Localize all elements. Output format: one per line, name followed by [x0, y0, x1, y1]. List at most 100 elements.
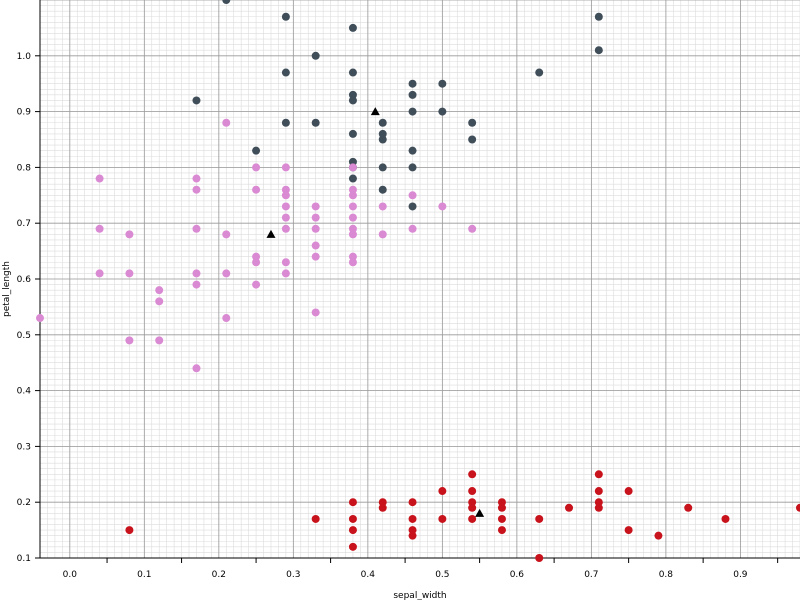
- data-point: [348, 96, 357, 105]
- data-point: [192, 269, 201, 278]
- data-point: [408, 79, 417, 88]
- data-point: [535, 514, 544, 523]
- data-point: [311, 51, 320, 60]
- data-point: [438, 202, 447, 211]
- data-point: [408, 90, 417, 99]
- y-tick-label: 0.8: [17, 163, 32, 173]
- data-point: [378, 185, 387, 194]
- data-point: [192, 224, 201, 233]
- data-point: [594, 12, 603, 21]
- major-gridlines: [40, 0, 800, 559]
- data-point: [408, 514, 417, 523]
- data-point: [408, 163, 417, 172]
- data-point: [348, 224, 357, 233]
- data-point: [535, 554, 544, 562]
- x-axis-ticks: 0.0 0.1 0.2 0.3 0.4 0.5 0.6 0.7 0.8 0.9: [63, 558, 779, 580]
- data-point: [95, 269, 104, 278]
- data-point: [311, 241, 320, 250]
- data-point: [408, 107, 417, 116]
- data-point: [222, 314, 231, 323]
- x-axis-label: sepal_width: [393, 591, 446, 600]
- data-point: [684, 503, 693, 512]
- data-point: [281, 224, 290, 233]
- data-point: [192, 96, 201, 105]
- data-point: [252, 258, 261, 267]
- data-point: [348, 514, 357, 523]
- data-point: [281, 202, 290, 211]
- centroid-marker: [266, 229, 276, 238]
- x-tick-label: 0.0: [63, 570, 78, 580]
- data-point: [222, 269, 231, 278]
- x-tick-label: 0.6: [510, 570, 525, 580]
- data-point: [222, 118, 231, 127]
- data-point: [281, 12, 290, 21]
- data-point: [468, 470, 477, 479]
- data-point: [594, 46, 603, 55]
- data-point: [348, 90, 357, 99]
- y-tick-label: 0.6: [17, 275, 32, 285]
- data-point: [348, 129, 357, 138]
- y-axis-label: petal_length: [2, 261, 12, 317]
- data-point: [438, 487, 447, 496]
- data-point: [497, 503, 506, 512]
- data-point: [125, 526, 134, 535]
- data-point: [408, 498, 417, 507]
- data-point: [408, 146, 417, 155]
- y-tick-label: 1.0: [17, 52, 32, 62]
- data-point: [281, 213, 290, 222]
- x-tick-label: 0.2: [212, 570, 226, 580]
- data-point: [222, 0, 231, 4]
- data-point: [348, 23, 357, 32]
- data-point: [468, 118, 477, 127]
- y-tick-label: 0.9: [17, 108, 32, 118]
- data-point: [348, 498, 357, 507]
- data-point: [192, 185, 201, 194]
- data-point: [192, 364, 201, 373]
- data-point: [594, 470, 603, 479]
- y-axis-ticks: 0.1 0.2 0.3 0.4 0.5 0.6 0.7 0.8 0.9 1.0: [17, 52, 40, 564]
- data-point: [378, 503, 387, 512]
- data-point: [281, 163, 290, 172]
- data-point: [95, 224, 104, 233]
- centroid-marker: [475, 508, 485, 517]
- data-point: [252, 185, 261, 194]
- data-point: [348, 157, 357, 166]
- data-point: [438, 514, 447, 523]
- data-point: [125, 230, 134, 239]
- x-tick-label: 0.4: [361, 570, 376, 580]
- data-point: [311, 224, 320, 233]
- data-point: [594, 487, 603, 496]
- data-point: [155, 286, 164, 295]
- data-point: [378, 135, 387, 144]
- y-tick-label: 0.7: [17, 219, 31, 229]
- data-point: [281, 118, 290, 127]
- data-point: [796, 503, 800, 512]
- data-point: [535, 68, 544, 77]
- data-point: [408, 526, 417, 535]
- data-point: [438, 79, 447, 88]
- data-point: [348, 213, 357, 222]
- data-point: [192, 280, 201, 289]
- data-point: [311, 252, 320, 261]
- data-point: [468, 503, 477, 512]
- data-point: [192, 174, 201, 183]
- data-point: [468, 514, 477, 523]
- data-point: [281, 68, 290, 77]
- x-tick-label: 0.3: [286, 570, 300, 580]
- data-point: [252, 163, 261, 172]
- data-point: [155, 336, 164, 345]
- data-point: [311, 213, 320, 222]
- data-point: [468, 498, 477, 507]
- data-point: [378, 129, 387, 138]
- data-point: [408, 191, 417, 200]
- data-point: [438, 107, 447, 116]
- x-tick-label: 0.1: [137, 570, 151, 580]
- data-point: [565, 503, 574, 512]
- data-point: [408, 531, 417, 540]
- y-tick-label: 0.4: [17, 387, 32, 397]
- data-point: [348, 526, 357, 535]
- data-point: [378, 118, 387, 127]
- data-point: [468, 224, 477, 233]
- data-point: [594, 503, 603, 512]
